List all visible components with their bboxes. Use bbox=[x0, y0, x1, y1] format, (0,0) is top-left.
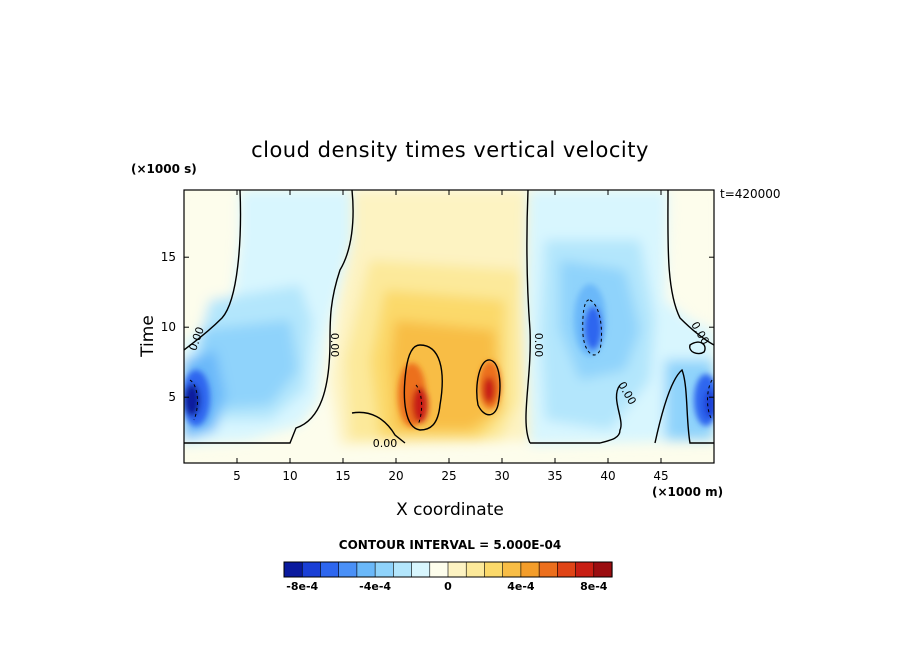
colorbar-tick-label: -8e-4 bbox=[286, 580, 318, 593]
time-stamp-label: t=420000 bbox=[720, 187, 781, 201]
x-tick-label: 45 bbox=[653, 469, 668, 483]
colorbar-swatch bbox=[520, 561, 540, 578]
colorbar-swatch bbox=[484, 561, 504, 578]
x-tick-label: 15 bbox=[335, 469, 350, 483]
colorbar-swatch bbox=[301, 561, 322, 578]
x-tick-label: 35 bbox=[547, 469, 562, 483]
colorbar-swatch bbox=[411, 561, 431, 578]
contour-label: 0.00 bbox=[532, 333, 545, 358]
x-tick-label: 20 bbox=[388, 469, 403, 483]
y-tick-label: 15 bbox=[161, 250, 176, 264]
colorbar-tick-label: 4e-4 bbox=[507, 580, 535, 593]
colorbar-tick-label: 0 bbox=[444, 580, 452, 593]
colorbar-swatch bbox=[393, 561, 413, 578]
y-tick-label: 5 bbox=[168, 390, 176, 404]
x-axis-unit: (×1000 m) bbox=[652, 485, 724, 499]
y-tick-label: 10 bbox=[161, 320, 176, 334]
colorbar-tick-label: -4e-4 bbox=[359, 580, 391, 593]
colorbar-swatch bbox=[502, 561, 522, 578]
contour-label: 0.00 bbox=[328, 333, 341, 358]
colorbar-swatch bbox=[557, 561, 577, 578]
chart-title: cloud density times vertical velocity bbox=[251, 138, 649, 162]
colorbar-swatch bbox=[356, 561, 376, 578]
x-tick-label: 30 bbox=[494, 469, 509, 483]
colorbar-swatch bbox=[374, 561, 394, 578]
colorbar-swatch bbox=[465, 561, 486, 578]
x-ticks: 5 10 15 20 25 30 35 40 45 bbox=[233, 190, 669, 483]
colorbar-swatch bbox=[429, 561, 449, 578]
colorbar-frame bbox=[283, 561, 613, 578]
y-axis-unit: (×1000 s) bbox=[131, 162, 197, 176]
colorbar-swatch bbox=[575, 561, 595, 578]
contour-label: 0.00 bbox=[373, 437, 398, 450]
colorbar-swatch bbox=[338, 561, 358, 578]
contour-field bbox=[184, 190, 714, 463]
colorbar-swatch bbox=[538, 561, 558, 578]
colorbar-tick-label: 8e-4 bbox=[580, 580, 608, 593]
x-tick-label: 25 bbox=[441, 469, 456, 483]
colorbar: -8e-4 -4e-4 0 4e-4 8e-4 bbox=[283, 561, 613, 593]
colorbar-swatch bbox=[593, 561, 613, 578]
y-ticks: 5 10 15 bbox=[161, 250, 714, 404]
colorbar-swatch bbox=[320, 561, 340, 578]
x-tick-label: 40 bbox=[600, 469, 615, 483]
x-tick-label: 10 bbox=[282, 469, 297, 483]
colorbar-swatch bbox=[283, 561, 303, 578]
colorbar-swatch bbox=[447, 561, 467, 578]
x-tick-label: 5 bbox=[233, 469, 241, 483]
contour-interval-label: CONTOUR INTERVAL = 5.000E-04 bbox=[338, 538, 562, 552]
x-axis-label: X coordinate bbox=[396, 500, 504, 520]
